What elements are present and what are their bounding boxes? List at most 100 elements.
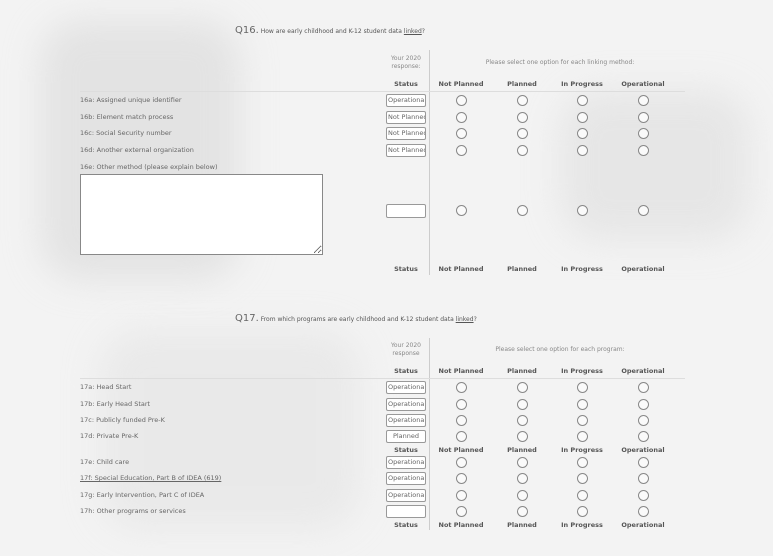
option-column-header: Operational xyxy=(621,446,665,454)
row-label: 17e: Child care xyxy=(80,458,130,466)
question-number: Q16. xyxy=(235,25,259,36)
option-radio[interactable] xyxy=(577,399,588,410)
option-radio[interactable] xyxy=(517,415,528,426)
header-divider xyxy=(80,91,685,92)
prior-status-box: Operational xyxy=(386,414,426,427)
option-column-header: Planned xyxy=(507,367,537,375)
option-radio[interactable] xyxy=(577,95,588,106)
row-label: 16d: Another external organization xyxy=(80,146,194,154)
option-column-header: Operational xyxy=(621,80,665,88)
q16-title: Q16. How are early childhood and K-12 st… xyxy=(235,25,425,36)
option-column-header: In Progress xyxy=(561,521,603,529)
option-radio[interactable] xyxy=(577,112,588,123)
option-column-header: Operational xyxy=(621,521,665,529)
prior-status-box: Operational xyxy=(386,456,426,469)
option-radio[interactable] xyxy=(638,490,649,501)
option-radio[interactable] xyxy=(456,399,467,410)
option-radio[interactable] xyxy=(517,112,528,123)
prior-status-box: Operational xyxy=(386,398,426,411)
option-column-header: Not Planned xyxy=(438,367,484,375)
option-radio[interactable] xyxy=(638,112,649,123)
other-method-textarea[interactable] xyxy=(80,174,323,255)
option-radio[interactable] xyxy=(517,431,528,442)
row-label: 17b: Early Head Start xyxy=(80,400,151,408)
option-column-header: In Progress xyxy=(561,367,603,375)
option-radio[interactable] xyxy=(456,431,467,442)
option-column-header: Not Planned xyxy=(438,521,484,529)
option-column-header: In Progress xyxy=(561,80,603,88)
option-column-header: Not Planned xyxy=(438,80,484,88)
option-radio[interactable] xyxy=(638,473,649,484)
status-column-header: Status xyxy=(394,446,418,454)
option-radio[interactable] xyxy=(517,205,528,216)
linked-link[interactable]: linked xyxy=(455,316,474,323)
prior-status-box: Operational xyxy=(386,94,426,107)
prior-response-label: Your 2020 response: xyxy=(391,55,421,70)
question-text: How are early childhood and K-12 student… xyxy=(260,28,404,35)
option-radio[interactable] xyxy=(577,205,588,216)
status-column-header: Status xyxy=(394,367,418,375)
option-column-header: Planned xyxy=(507,521,537,529)
option-radio[interactable] xyxy=(456,128,467,139)
option-radio[interactable] xyxy=(456,457,467,468)
prior-status-box: Operational xyxy=(386,489,426,502)
option-column-header: Operational xyxy=(621,367,665,375)
option-column-header: Not Planned xyxy=(438,446,484,454)
option-radio[interactable] xyxy=(517,145,528,156)
option-radio[interactable] xyxy=(638,506,649,517)
prior-status-box: Not Planned xyxy=(386,127,426,140)
option-radio[interactable] xyxy=(638,145,649,156)
option-radio[interactable] xyxy=(638,415,649,426)
option-radio[interactable] xyxy=(456,382,467,393)
option-radio[interactable] xyxy=(638,457,649,468)
option-radio[interactable] xyxy=(456,506,467,517)
option-radio[interactable] xyxy=(517,95,528,106)
option-radio[interactable] xyxy=(577,457,588,468)
prior-status-box: Operational xyxy=(386,381,426,394)
row-label: 16a: Assigned unique identifier xyxy=(80,96,182,104)
option-radio[interactable] xyxy=(638,95,649,106)
option-radio[interactable] xyxy=(517,457,528,468)
option-radio[interactable] xyxy=(638,128,649,139)
background-image xyxy=(560,90,750,240)
option-radio[interactable] xyxy=(577,128,588,139)
prior-status-box xyxy=(386,204,426,218)
linked-link[interactable]: linked xyxy=(403,28,422,35)
option-radio[interactable] xyxy=(577,506,588,517)
option-radio[interactable] xyxy=(517,128,528,139)
column-divider xyxy=(429,338,430,530)
option-column-header: Operational xyxy=(621,265,665,273)
option-radio[interactable] xyxy=(638,399,649,410)
option-radio[interactable] xyxy=(638,382,649,393)
option-radio[interactable] xyxy=(577,473,588,484)
instruction-text: Please select one option for each progra… xyxy=(495,346,625,353)
option-radio[interactable] xyxy=(517,490,528,501)
option-radio[interactable] xyxy=(517,473,528,484)
option-radio[interactable] xyxy=(638,205,649,216)
row-label: 16e: Other method (please explain below) xyxy=(80,163,218,171)
option-radio[interactable] xyxy=(456,490,467,501)
option-radio[interactable] xyxy=(577,415,588,426)
option-radio[interactable] xyxy=(577,145,588,156)
option-radio[interactable] xyxy=(456,145,467,156)
option-column-header: Planned xyxy=(507,80,537,88)
row-label: 17g: Early Intervention, Part C of IDEA xyxy=(80,491,205,499)
option-radio[interactable] xyxy=(456,473,467,484)
option-radio[interactable] xyxy=(517,506,528,517)
option-radio[interactable] xyxy=(517,382,528,393)
q17-title: Q17. From which programs are early child… xyxy=(235,313,477,324)
prior-status-box xyxy=(386,505,426,518)
option-radio[interactable] xyxy=(456,112,467,123)
option-radio[interactable] xyxy=(577,490,588,501)
status-column-header: Status xyxy=(394,521,418,529)
option-radio[interactable] xyxy=(456,95,467,106)
option-radio[interactable] xyxy=(638,431,649,442)
option-radio[interactable] xyxy=(577,382,588,393)
option-radio[interactable] xyxy=(577,431,588,442)
option-column-header: Planned xyxy=(507,446,537,454)
question-text: From which programs are early childhood … xyxy=(260,316,456,323)
option-radio[interactable] xyxy=(517,399,528,410)
option-radio[interactable] xyxy=(456,415,467,426)
option-radio[interactable] xyxy=(456,205,467,216)
instruction-text: Please select one option for each linkin… xyxy=(485,59,635,66)
